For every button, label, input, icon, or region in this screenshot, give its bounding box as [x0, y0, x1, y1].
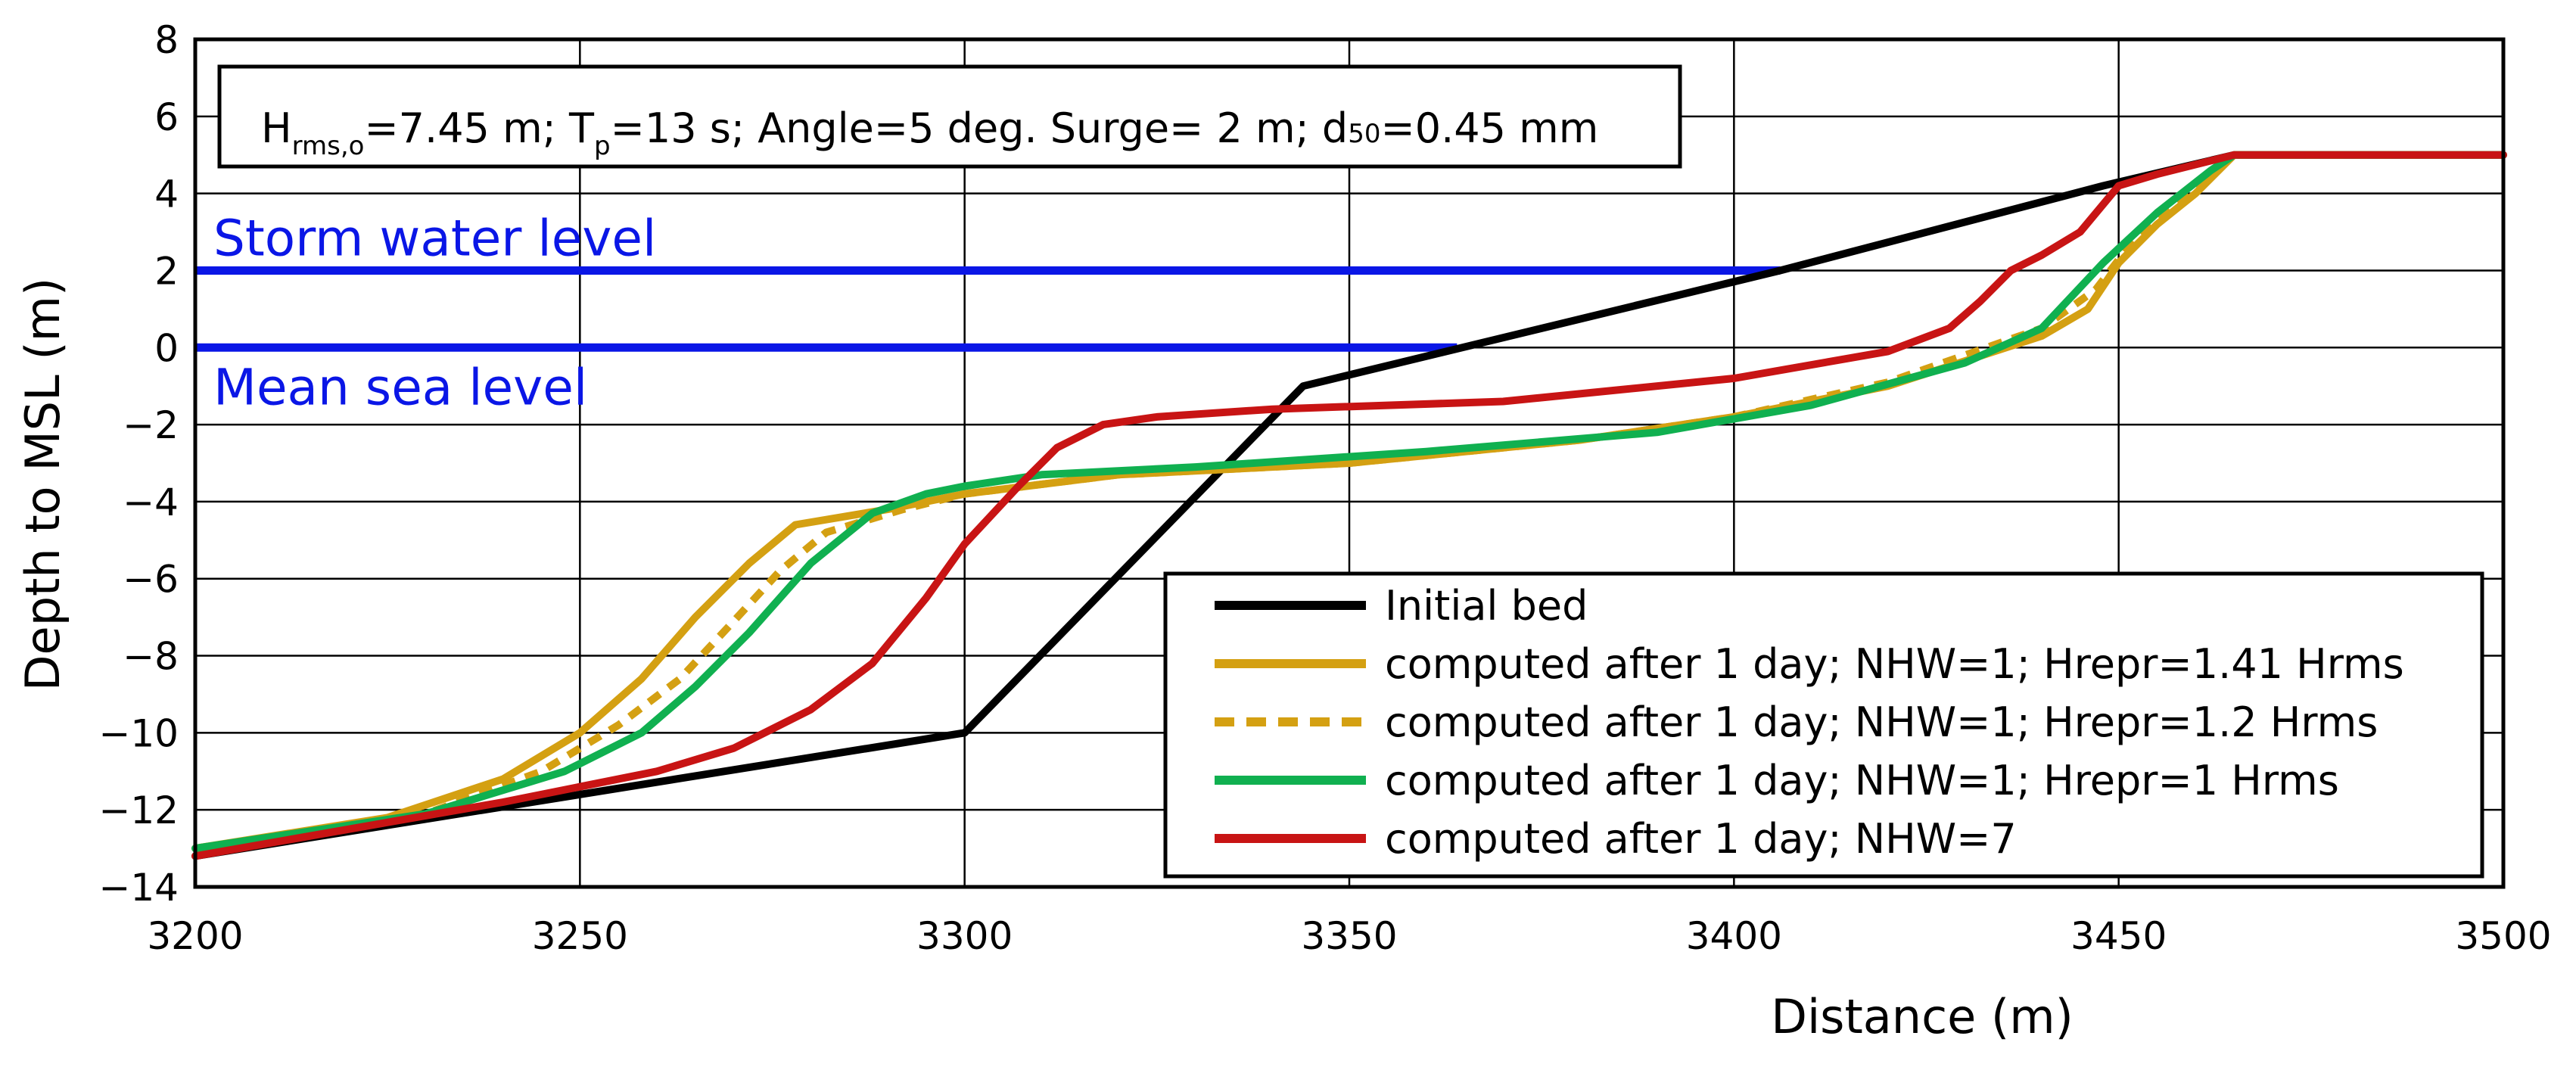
x-axis-title: Distance (m) [1771, 989, 2074, 1044]
x-tick-label: 3500 [2455, 914, 2551, 958]
legend-label: computed after 1 day; NHW=1; Hrepr=1.41 … [1385, 640, 2404, 688]
y-axis-title: Depth to MSL (m) [15, 278, 70, 691]
x-tick-label: 3350 [1301, 914, 1397, 958]
water-levels: Storm water level Mean sea level [195, 209, 1781, 416]
info-box-text: Hrms,o=7.45 m; Tp=13 s; Angle=5 deg. Sur… [261, 104, 1598, 161]
legend-label: Initial bed [1385, 582, 1588, 630]
x-tick-label: 3300 [916, 914, 1013, 958]
series-line [191, 151, 2507, 853]
x-tick-label: 3450 [2070, 914, 2167, 958]
y-tick-label: −8 [123, 635, 179, 679]
series-line [194, 151, 2503, 853]
series-line [191, 151, 2507, 860]
y-tick-label: −6 [123, 558, 179, 602]
water-level-label: Storm water level [213, 209, 656, 267]
series-lines [191, 151, 2507, 860]
y-tick-label: 8 [154, 18, 179, 62]
x-tick-label: 3200 [147, 914, 243, 958]
legend-label: computed after 1 day; NHW=1; Hrepr=1 Hrm… [1385, 757, 2339, 804]
y-tick-label: 2 [154, 249, 179, 293]
y-tick-label: 0 [154, 326, 179, 370]
y-tick-label: −4 [123, 481, 179, 524]
plot-frame [193, 37, 2506, 889]
legend-label: computed after 1 day; NHW=1; Hrepr=1.2 H… [1385, 698, 2378, 746]
water-level-label: Mean sea level [213, 358, 587, 416]
x-tick-label: 3400 [1686, 914, 1782, 958]
y-tick-label: −14 [98, 866, 179, 910]
legend-label: computed after 1 day; NHW=7 [1385, 815, 2017, 863]
x-tick-label: 3250 [532, 914, 628, 958]
legend-frame [1163, 571, 2484, 879]
y-tick-label: −2 [123, 403, 179, 447]
y-tick-label: 6 [154, 95, 179, 139]
y-tick-label: 4 [154, 173, 179, 216]
y-tick-label: −10 [98, 711, 179, 755]
info-box: Hrms,o=7.45 m; Tp=13 s; Angle=5 deg. Sur… [217, 64, 1682, 169]
legend: Initial bed computed after 1 day; NHW=1; … [1163, 571, 2484, 879]
y-tick-label: −12 [98, 789, 179, 832]
info-box-frame [217, 64, 1682, 169]
